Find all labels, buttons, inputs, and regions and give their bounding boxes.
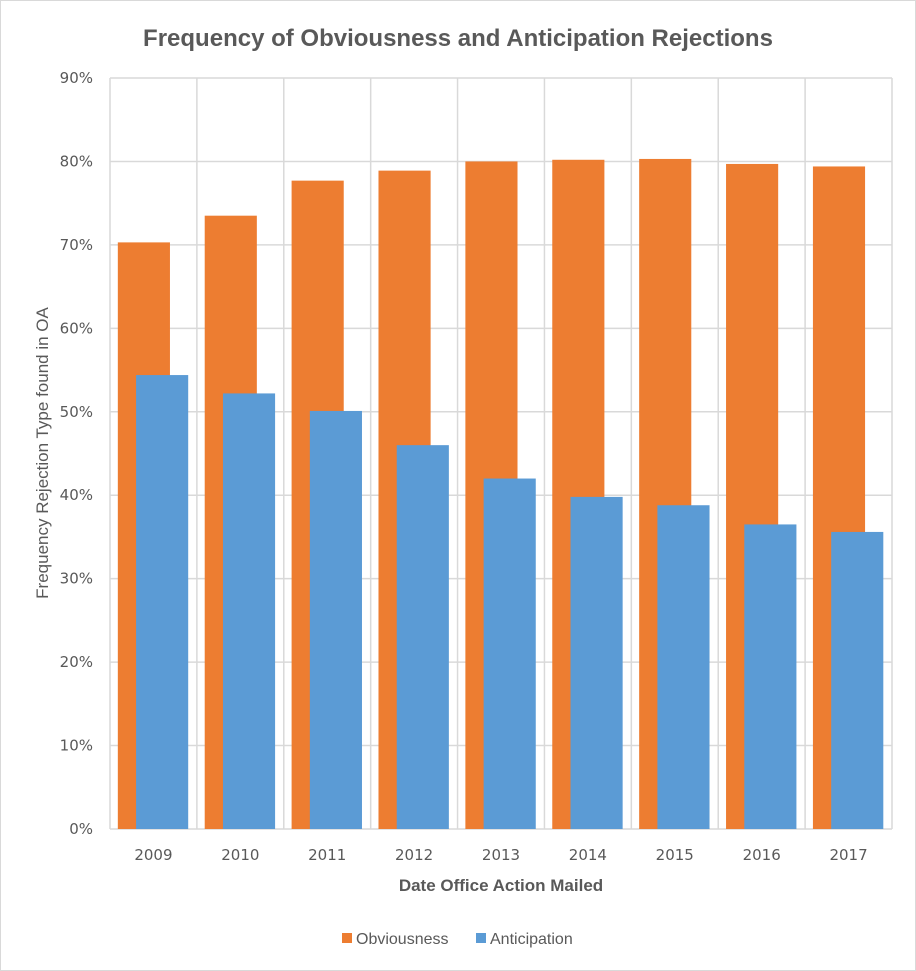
bar-anticipation-2017 xyxy=(831,531,884,829)
x-tick-label: 2010 xyxy=(221,846,259,864)
y-axis-title: Frequency Rejection Type found in OA xyxy=(33,307,52,599)
y-axis-ticks: 0% 10% 20% 30% 40% 50% 60% 70% 80% 90% xyxy=(60,69,93,838)
x-axis-ticks: 2009 2010 2011 2012 2013 2014 2015 2016 2017 xyxy=(134,846,867,864)
y-tick-label: 80% xyxy=(60,152,93,170)
bar-anticipation-2012 xyxy=(396,445,449,829)
y-tick-label: 10% xyxy=(60,737,93,755)
x-tick-label: 2014 xyxy=(569,846,607,864)
x-tick-label: 2009 xyxy=(134,846,172,864)
y-tick-label: 90% xyxy=(60,69,93,87)
bar-anticipation-2016 xyxy=(744,524,797,829)
legend-label: Obviousness xyxy=(356,931,449,948)
bar-anticipation-2015 xyxy=(657,505,710,829)
y-tick-label: 30% xyxy=(60,570,93,588)
legend-swatch xyxy=(476,933,486,943)
legend-swatch xyxy=(342,933,352,943)
x-tick-label: 2015 xyxy=(656,846,694,864)
y-tick-label: 20% xyxy=(60,653,93,671)
y-tick-label: 60% xyxy=(60,319,93,337)
x-tick-label: 2011 xyxy=(308,846,346,864)
x-tick-label: 2012 xyxy=(395,846,433,864)
y-tick-label: 0% xyxy=(69,820,93,838)
legend-item-obviousness: Obviousness xyxy=(342,931,449,948)
y-tick-label: 70% xyxy=(60,236,93,254)
legend-item-anticipation: Anticipation xyxy=(476,931,573,948)
bars xyxy=(117,158,884,830)
x-axis-title: Date Office Action Mailed xyxy=(399,876,603,895)
bar-anticipation-2009 xyxy=(136,375,189,829)
x-tick-label: 2016 xyxy=(743,846,781,864)
y-tick-label: 40% xyxy=(60,486,93,504)
y-tick-label: 50% xyxy=(60,403,93,421)
bar-anticipation-2013 xyxy=(483,478,536,829)
bar-anticipation-2011 xyxy=(309,410,362,829)
legend: Obviousness Anticipation xyxy=(342,931,573,948)
bar-anticipation-2010 xyxy=(222,393,276,829)
chart-title: Frequency of Obviousness and Anticipatio… xyxy=(143,25,773,52)
x-tick-label: 2017 xyxy=(829,846,867,864)
bar-anticipation-2014 xyxy=(570,496,623,829)
legend-label: Anticipation xyxy=(490,931,573,948)
x-tick-label: 2013 xyxy=(482,846,520,864)
